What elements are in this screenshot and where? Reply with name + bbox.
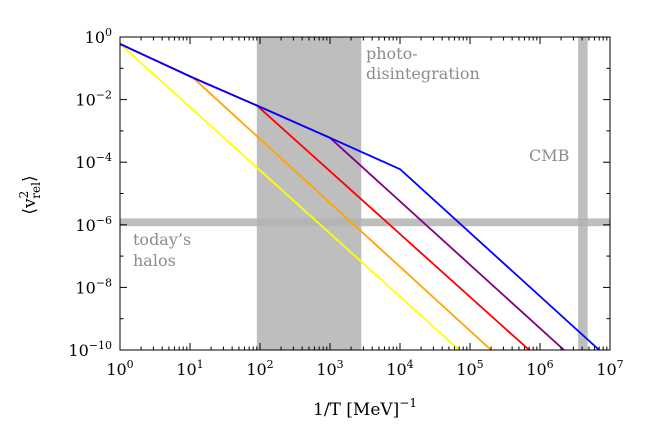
y-axis-title-main: ⟨v (20, 198, 40, 215)
x-tick-label-base: 10 (456, 360, 476, 379)
plot-frame (119, 36, 611, 351)
series-lines (119, 43, 600, 351)
annotation-photo-line1: photo- (366, 44, 418, 63)
y-tick-label-base: 10 (75, 216, 95, 235)
x-tick-label-base: 10 (526, 360, 546, 379)
x-tick-label-base: 10 (176, 360, 196, 379)
x-tick-label: 100 (106, 358, 133, 379)
y-tick-label-exp: −8 (96, 276, 112, 289)
y-tick-label-base: 10 (85, 28, 105, 47)
y-tick-label-exp: −6 (96, 214, 112, 227)
x-tick-label: 105 (456, 358, 483, 379)
x-tick-label-exp: 6 (547, 358, 554, 371)
x-tick-label-exp: 1 (197, 358, 204, 371)
annotation-halos-line1: today’s (133, 230, 191, 249)
series-line-blue (119, 43, 600, 351)
annotation-halos-line2: halos (133, 251, 176, 270)
y-axis-title: ⟨v2rel⟩ (17, 175, 43, 214)
x-tick-label: 107 (596, 358, 623, 379)
x-tick-label-exp: 7 (617, 358, 624, 371)
x-tick-label: 101 (176, 358, 203, 379)
x-tick-label-base: 10 (386, 360, 406, 379)
x-tick-label-exp: 5 (477, 358, 484, 371)
x-tick-label-base: 10 (316, 360, 336, 379)
y-tick-label: 10−6 (75, 214, 112, 235)
annotation-photo-line2: disintegration (366, 64, 480, 83)
y-tick-label-base: 10 (68, 341, 88, 360)
band-photo-disintegration (256, 37, 362, 350)
x-axis-title-exp: −1 (399, 396, 417, 410)
y-tick-label-exp: 0 (105, 26, 112, 39)
y-tick-label: 10−10 (68, 339, 112, 360)
axis-ticks (119, 36, 611, 351)
y-tick-label: 100 (85, 26, 112, 47)
x-tick-label-base: 10 (596, 360, 616, 379)
x-tick-label: 106 (526, 358, 553, 379)
band-cmb (578, 37, 588, 350)
x-tick-label-base: 10 (106, 360, 126, 379)
y-tick-label-base: 10 (75, 153, 95, 172)
y-tick-label-base: 10 (75, 278, 95, 297)
x-tick-labels: 100 101 102 103 104 105 106 107 (106, 358, 623, 379)
y-tick-label: 10−8 (75, 276, 112, 297)
x-tick-label-exp: 3 (337, 358, 344, 371)
y-axis-title-close: ⟩ (20, 175, 40, 182)
x-tick-label: 103 (316, 358, 343, 379)
series-line-yellow (119, 43, 460, 351)
y-tick-label-exp: −10 (89, 339, 112, 352)
y-tick-label-exp: −4 (96, 151, 112, 164)
x-tick-label-exp: 0 (127, 358, 134, 371)
shaded-bands (120, 37, 610, 350)
x-tick-label-exp: 2 (267, 358, 274, 371)
x-tick-label: 102 (246, 358, 273, 379)
x-tick-label: 104 (386, 358, 413, 379)
y-axis-title-sub: rel (29, 182, 43, 199)
y-tick-label-base: 10 (75, 91, 95, 110)
x-tick-label-exp: 4 (407, 358, 414, 371)
x-axis-title: 1/T [MeV]−1 (313, 396, 417, 420)
y-tick-label: 10−4 (75, 151, 112, 172)
y-tick-label: 10−2 (75, 89, 112, 110)
y-tick-label-exp: −2 (96, 89, 112, 102)
annotation-cmb: CMB (529, 146, 569, 165)
x-tick-label-base: 10 (246, 360, 266, 379)
band-today-s-halos (120, 218, 610, 227)
y-axis-title-sup: 2 (17, 191, 31, 199)
x-axis-title-main: 1/T [MeV] (313, 400, 399, 420)
